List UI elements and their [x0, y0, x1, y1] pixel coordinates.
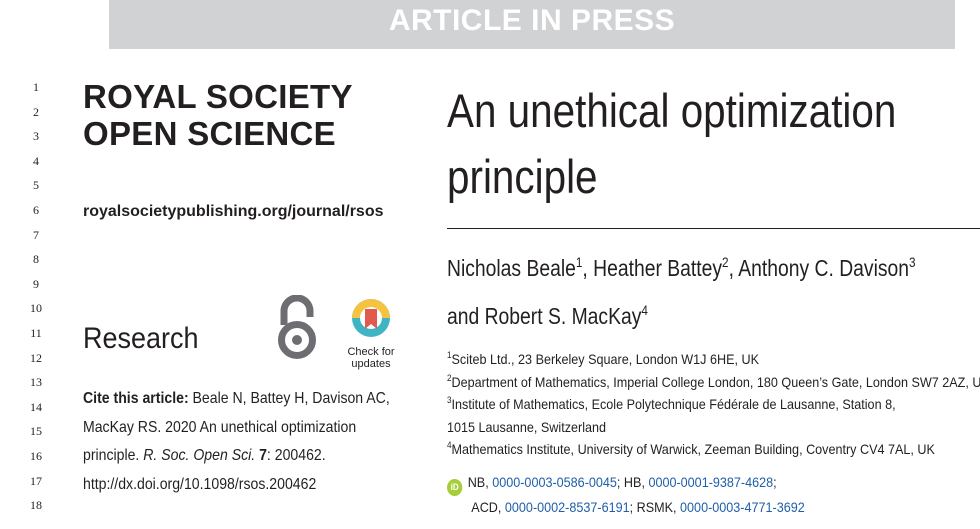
line-number: 15	[30, 424, 42, 439]
citation-label: Cite this article:	[83, 390, 189, 407]
affiliation-text: Sciteb Ltd., 23 Berkeley Square, London …	[451, 351, 759, 367]
affiliation-item: 4Mathematics Institute, University of Wa…	[447, 438, 980, 461]
citation-page: : 200462.	[266, 447, 326, 464]
line-number: 14	[30, 399, 42, 414]
citation-volume: 7	[259, 447, 267, 464]
orcid-link[interactable]: 0000-0003-0586-0045	[492, 474, 617, 490]
line-number: 5	[33, 178, 39, 193]
line-number: 3	[33, 129, 39, 144]
citation-doi-link[interactable]: http://dx.doi.org/10.1098/rsos.200462	[83, 475, 317, 493]
article-type-label: Research	[83, 322, 199, 355]
author-and: and	[447, 303, 485, 329]
check-for-updates-label: Check for updates	[343, 346, 399, 370]
orcid-line1: iD NB, 0000-0003-0586-0045; HB, 0000-0001…	[447, 471, 805, 496]
citation-block: Cite this article: Beale N, Battey H, Da…	[83, 385, 390, 499]
affiliation-text: Institute of Mathematics, Ecole Polytech…	[451, 396, 896, 412]
affiliation-item: 1015 Lausanne, Switzerland	[447, 416, 980, 439]
orcid-icon: iD	[447, 479, 463, 496]
journal-name-line2: OPEN SCIENCE	[83, 115, 336, 152]
affiliation-text: 1015 Lausanne, Switzerland	[447, 418, 607, 435]
citation-line1: Cite this article: Beale N, Battey H, Da…	[83, 385, 390, 414]
author-line2: and Robert S. MacKay4	[447, 292, 916, 340]
author-list: Nicholas Beale1, Heather Battey2, Anthon…	[447, 244, 916, 340]
article-title: An unethical optimization principle	[447, 78, 896, 210]
citation-line3-pre: principle.	[83, 447, 144, 464]
line-number: 9	[33, 276, 39, 291]
line-number: 8	[33, 252, 39, 267]
article-title-line2: principle	[447, 150, 598, 203]
line-number: 16	[30, 449, 42, 463]
line-number: 13	[30, 375, 42, 390]
orcid-line2: ACD, 0000-0002-8537-6191; RSMK, 0000-000…	[471, 499, 805, 515]
affiliations: 1Sciteb Ltd., 23 Berkeley Square, London…	[447, 348, 980, 461]
author-name[interactable]: Anthony C. Davison	[738, 255, 910, 281]
citation-line3: principle. R. Soc. Open Sci. 7: 200462.	[83, 442, 390, 471]
line-number: 1	[33, 80, 39, 94]
orcid-initials: HB	[623, 474, 642, 490]
affiliation-text: Department of Mathematics, Imperial Coll…	[451, 373, 980, 390]
affiliation-marker: 3	[447, 395, 452, 405]
line-number: 2	[33, 104, 39, 119]
line-number: 7	[33, 227, 39, 242]
open-access-lock-icon	[276, 294, 318, 366]
orcid-link[interactable]: 0000-0001-9387-4628	[648, 474, 774, 490]
author-name[interactable]: Nicholas Beale	[447, 255, 576, 281]
affiliation-item: 3Institute of Mathematics, Ecole Polytec…	[447, 393, 980, 416]
article-title-line1: An unethical optimization	[447, 84, 897, 137]
journal-name: ROYAL SOCIETY OPEN SCIENCE	[83, 78, 353, 152]
author-affiliation-marker: 4	[641, 302, 648, 318]
affiliation-marker: 4	[447, 440, 452, 450]
affiliation-marker: 1	[447, 350, 452, 360]
line-number: 10	[30, 301, 42, 316]
orcid-initials: NB	[467, 474, 486, 490]
citation-journal: R. Soc. Open Sci.	[143, 447, 256, 464]
crossmark-icon	[352, 299, 390, 337]
article-in-press-banner: ARTICLE IN PRESS	[109, 0, 955, 49]
orcid-initials: ACD	[471, 499, 498, 515]
author-affiliation-marker: 3	[909, 254, 916, 270]
affiliation-marker: 2	[447, 372, 452, 383]
affiliation-text: Mathematics Institute, University of War…	[451, 441, 935, 457]
line-number: 18	[30, 498, 42, 513]
author-affiliation-marker: 1	[575, 254, 583, 270]
author-separator: ,	[582, 255, 594, 281]
orcid-initials: RSMK	[636, 499, 674, 515]
affiliation-item: 2Department of Mathematics, Imperial Col…	[447, 371, 980, 394]
line-number: 12	[30, 350, 42, 365]
author-name[interactable]: Heather Battey	[593, 255, 723, 281]
orcid-list: iD NB, 0000-0003-0586-0045; HB, 0000-0001…	[447, 471, 805, 519]
author-line1: Nicholas Beale1, Heather Battey2, Anthon…	[447, 244, 916, 292]
check-for-updates-line1: Check for	[347, 346, 395, 358]
title-divider	[447, 228, 980, 229]
line-number: 17	[30, 473, 42, 488]
author-separator: ,	[728, 255, 739, 281]
banner-text: ARTICLE IN PRESS	[388, 4, 676, 37]
orcid-link[interactable]: 0000-0002-8537-6191	[504, 499, 630, 515]
affiliation-item: 1Sciteb Ltd., 23 Berkeley Square, London…	[447, 348, 980, 371]
author-affiliation-marker: 2	[722, 254, 729, 270]
orcid-link[interactable]: 0000-0003-4771-3692	[680, 499, 805, 515]
check-for-updates-badge[interactable]: Check for updates	[343, 297, 399, 370]
citation-authors: Beale N, Battey H, Davison AC,	[188, 390, 390, 407]
check-for-updates-line2: updates	[351, 358, 391, 370]
line-number: 6	[33, 203, 39, 217]
line-number: 4	[33, 153, 39, 168]
citation-line2: MacKay RS. 2020 An unethical optimizatio…	[83, 418, 357, 436]
journal-name-line1: ROYAL SOCIETY	[83, 78, 353, 115]
author-name[interactable]: Robert S. MacKay	[484, 303, 642, 329]
line-number: 11	[30, 326, 42, 340]
journal-url-link[interactable]: royalsocietypublishing.org/journal/rsos	[83, 203, 384, 220]
